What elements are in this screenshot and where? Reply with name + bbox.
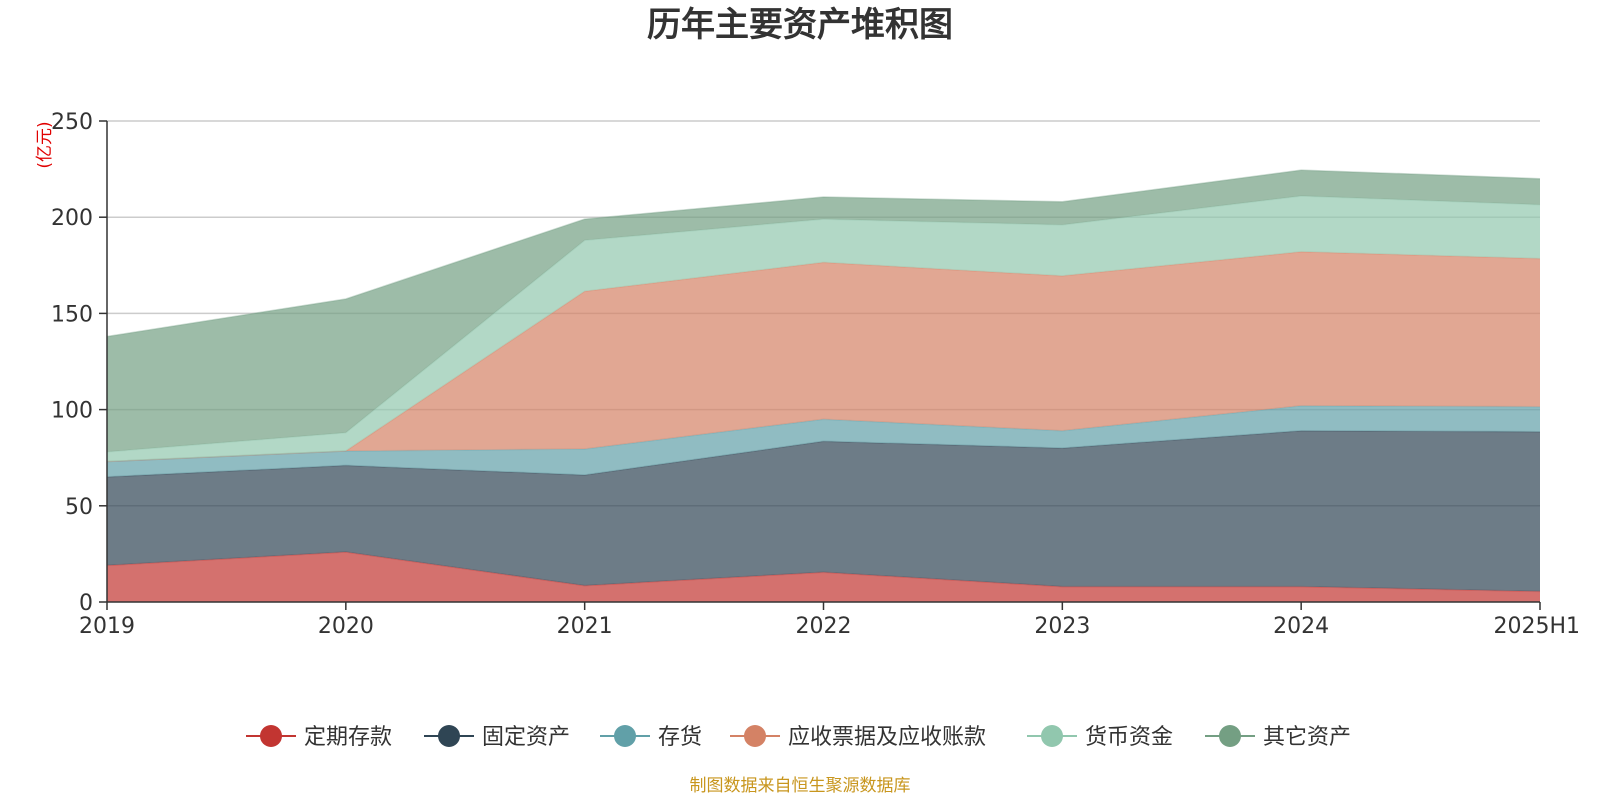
source-note: 制图数据来自恒生聚源数据库 bbox=[690, 776, 911, 796]
x-tick-label: 2023 bbox=[1034, 614, 1090, 639]
y-tick-label: 150 bbox=[51, 302, 93, 327]
series-area-5 bbox=[107, 170, 1540, 452]
legend-marker bbox=[614, 725, 636, 747]
x-tick-label: 2025H1 bbox=[1493, 614, 1580, 639]
axes bbox=[99, 120, 1541, 610]
legend-marker bbox=[744, 725, 766, 747]
chart-title: 历年主要资产堆积图 bbox=[647, 5, 953, 45]
y-axis-ticks: 0 50 100 150 200 250 bbox=[51, 110, 93, 616]
x-axis-ticks: 2019 2020 2021 2022 2023 2024 2025H1 bbox=[79, 614, 1580, 639]
legend-item-5: 其它资产 bbox=[1205, 725, 1351, 750]
x-tick-label: 2019 bbox=[79, 614, 135, 639]
y-tick-label: 100 bbox=[51, 399, 93, 424]
series-area-0 bbox=[107, 552, 1540, 602]
series-area-1 bbox=[107, 430, 1540, 592]
legend-item-1: 固定资产 bbox=[424, 725, 570, 750]
legend-item-2: 存货 bbox=[600, 725, 702, 750]
series-line-5 bbox=[106, 169, 1541, 338]
series-areas bbox=[106, 169, 1541, 602]
legend-marker bbox=[1041, 725, 1063, 747]
series-area-3 bbox=[107, 251, 1540, 462]
y-tick-label: 200 bbox=[51, 206, 93, 231]
legend-item-0: 定期存款 bbox=[246, 725, 392, 750]
y-tick-label: 50 bbox=[65, 495, 93, 520]
legend: 定期存款 固定资产 存货 应收票据及应收账款 货币资金 其它资产 bbox=[246, 725, 1351, 750]
legend-item-4: 货币资金 bbox=[1027, 725, 1173, 750]
legend-marker bbox=[260, 725, 282, 747]
x-tick-label: 2020 bbox=[318, 614, 374, 639]
y-tick-label: 250 bbox=[51, 110, 93, 135]
legend-label: 固定资产 bbox=[482, 725, 570, 750]
legend-label: 定期存款 bbox=[304, 725, 392, 750]
legend-label: 货币资金 bbox=[1085, 725, 1173, 750]
legend-label: 存货 bbox=[658, 725, 702, 750]
legend-marker bbox=[1219, 725, 1241, 747]
legend-label: 应收票据及应收账款 bbox=[788, 725, 986, 750]
x-tick-label: 2024 bbox=[1273, 614, 1329, 639]
legend-label: 其它资产 bbox=[1263, 725, 1351, 750]
legend-item-3: 应收票据及应收账款 bbox=[730, 725, 986, 750]
x-tick-label: 2022 bbox=[796, 614, 852, 639]
series-area-2 bbox=[107, 405, 1540, 477]
legend-marker bbox=[438, 725, 460, 747]
y-axis-unit-label: (亿元) bbox=[35, 121, 55, 168]
y-tick-label: 0 bbox=[79, 591, 93, 616]
x-tick-label: 2021 bbox=[557, 614, 613, 639]
series-area-4 bbox=[107, 196, 1540, 462]
